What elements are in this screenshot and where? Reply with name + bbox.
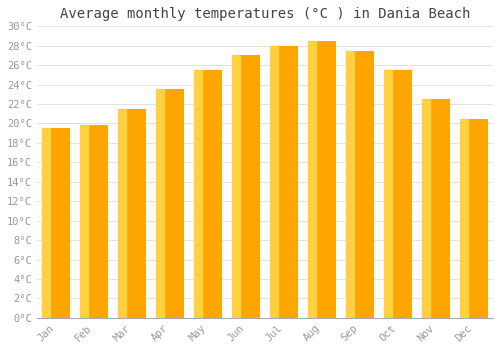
Bar xyxy=(194,70,202,318)
Bar xyxy=(422,99,430,318)
Title: Average monthly temperatures (°C ) in Dania Beach: Average monthly temperatures (°C ) in Da… xyxy=(60,7,470,21)
Bar xyxy=(232,55,260,318)
Bar xyxy=(42,128,70,318)
Bar xyxy=(156,90,184,318)
Bar xyxy=(308,41,316,318)
Bar xyxy=(42,128,50,318)
Bar xyxy=(80,125,108,318)
Bar xyxy=(80,125,88,318)
Bar xyxy=(194,70,222,318)
Bar xyxy=(156,90,164,318)
Bar xyxy=(384,70,412,318)
Bar xyxy=(346,51,374,318)
Bar xyxy=(118,109,146,318)
Bar xyxy=(270,46,278,318)
Bar xyxy=(346,51,354,318)
Bar xyxy=(460,119,488,318)
Bar xyxy=(118,109,126,318)
Bar xyxy=(422,99,450,318)
Bar xyxy=(384,70,392,318)
Bar xyxy=(308,41,336,318)
Bar xyxy=(460,119,468,318)
Bar xyxy=(270,46,298,318)
Bar xyxy=(232,55,240,318)
